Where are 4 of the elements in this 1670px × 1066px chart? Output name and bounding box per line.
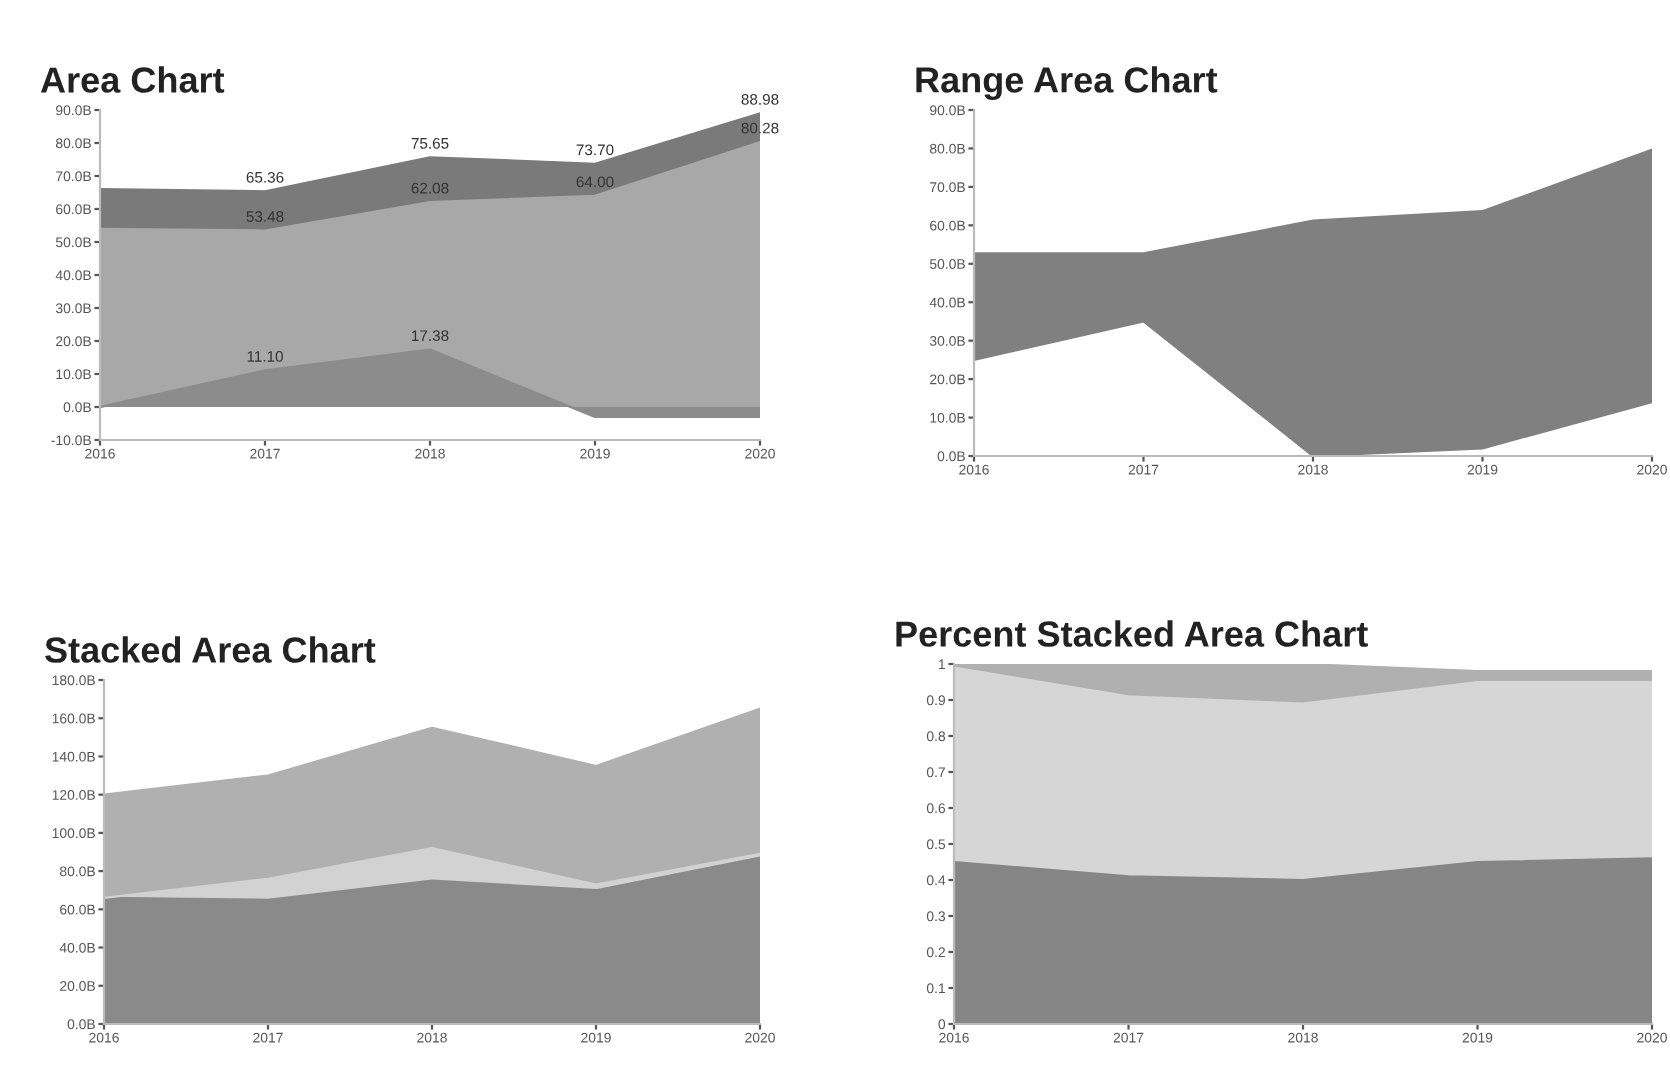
chart-title: Range Area Chart (916, 66, 1218, 100)
chart-title: Area Chart (40, 66, 225, 93)
chart-title: Stacked Area Chart (45, 636, 376, 663)
chart-title: Percent Stacked Area Chart (896, 620, 1368, 647)
